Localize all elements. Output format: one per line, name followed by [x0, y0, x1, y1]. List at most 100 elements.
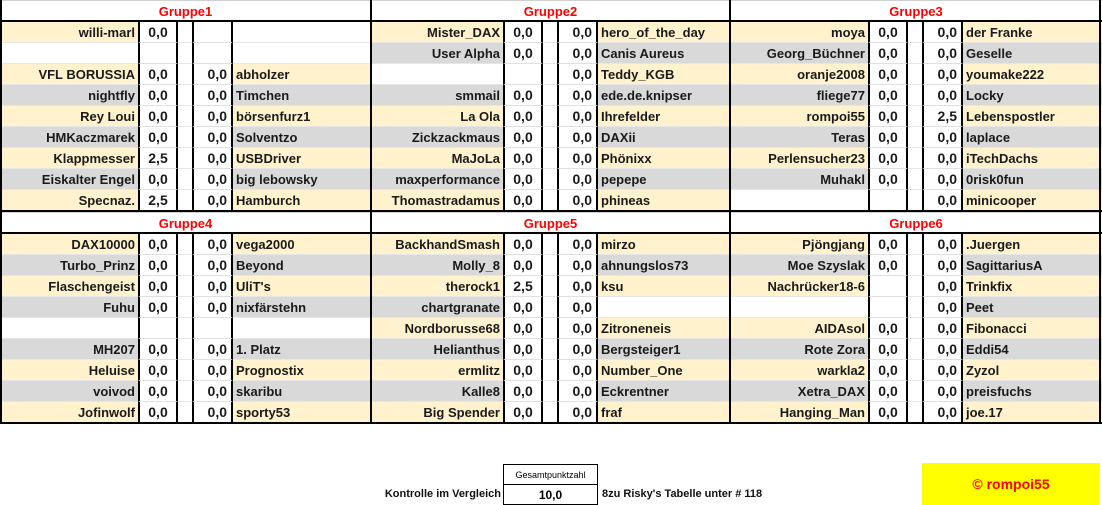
- score-right[interactable]: 0,0: [192, 169, 233, 190]
- score-left[interactable]: 0,0: [138, 276, 178, 297]
- score-right[interactable]: 0,0: [922, 127, 963, 148]
- score-right[interactable]: 0,0: [922, 360, 963, 381]
- score-right[interactable]: 0,0: [557, 22, 598, 43]
- score-left[interactable]: 0,0: [503, 297, 543, 318]
- score-right[interactable]: 0,0: [557, 297, 598, 318]
- score-left[interactable]: 0,0: [503, 402, 543, 423]
- score-right[interactable]: 0,0: [922, 169, 963, 190]
- score-right[interactable]: 0,0: [557, 43, 598, 64]
- score-left[interactable]: 0,0: [868, 169, 908, 190]
- score-right[interactable]: 0,0: [192, 360, 233, 381]
- score-left[interactable]: 0,0: [868, 85, 908, 106]
- score-left[interactable]: 0,0: [868, 381, 908, 402]
- score-left[interactable]: 0,0: [138, 255, 178, 276]
- score-right[interactable]: 0,0: [192, 381, 233, 402]
- score-left[interactable]: 0,0: [138, 381, 178, 402]
- score-right[interactable]: 0,0: [192, 190, 233, 211]
- total-value[interactable]: 10,0: [503, 484, 598, 505]
- score-left[interactable]: [868, 190, 908, 211]
- score-left[interactable]: 0,0: [868, 318, 908, 339]
- score-right[interactable]: 0,0: [922, 64, 963, 85]
- score-left[interactable]: 0,0: [503, 190, 543, 211]
- score-left[interactable]: 0,0: [503, 106, 543, 127]
- score-right[interactable]: 0,0: [557, 148, 598, 169]
- score-left[interactable]: 0,0: [868, 402, 908, 423]
- score-right[interactable]: 0,0: [922, 234, 963, 255]
- score-right[interactable]: 0,0: [922, 402, 963, 423]
- score-right[interactable]: 0,0: [557, 169, 598, 190]
- score-left[interactable]: 0,0: [503, 127, 543, 148]
- score-right[interactable]: 0,0: [922, 85, 963, 106]
- score-left[interactable]: 0,0: [138, 169, 178, 190]
- score-right[interactable]: 0,0: [557, 190, 598, 211]
- score-right[interactable]: 0,0: [192, 148, 233, 169]
- score-right[interactable]: 0,0: [557, 381, 598, 402]
- score-left[interactable]: 0,0: [138, 85, 178, 106]
- score-left[interactable]: 0,0: [868, 43, 908, 64]
- score-left[interactable]: [503, 64, 543, 85]
- score-left[interactable]: 0,0: [868, 127, 908, 148]
- score-left[interactable]: 0,0: [503, 43, 543, 64]
- score-left[interactable]: 2,5: [503, 276, 543, 297]
- score-left[interactable]: 0,0: [503, 255, 543, 276]
- score-left[interactable]: 0,0: [138, 64, 178, 85]
- score-right[interactable]: 0,0: [192, 234, 233, 255]
- score-right[interactable]: 0,0: [922, 255, 963, 276]
- score-right[interactable]: 0,0: [192, 64, 233, 85]
- score-left[interactable]: 0,0: [503, 85, 543, 106]
- score-right[interactable]: 0,0: [557, 127, 598, 148]
- score-right[interactable]: 0,0: [922, 318, 963, 339]
- score-left[interactable]: 2,5: [138, 148, 178, 169]
- score-right[interactable]: 2,5: [922, 106, 963, 127]
- score-right[interactable]: [192, 22, 233, 43]
- score-left[interactable]: [138, 43, 178, 64]
- score-left[interactable]: 0,0: [503, 234, 543, 255]
- score-right[interactable]: 0,0: [557, 85, 598, 106]
- score-left[interactable]: 0,0: [503, 360, 543, 381]
- score-left[interactable]: 0,0: [503, 148, 543, 169]
- score-left[interactable]: [868, 276, 908, 297]
- score-right[interactable]: 0,0: [557, 339, 598, 360]
- score-left[interactable]: 0,0: [868, 234, 908, 255]
- score-left[interactable]: 0,0: [138, 339, 178, 360]
- score-left[interactable]: 0,0: [503, 339, 543, 360]
- score-right[interactable]: 0,0: [557, 402, 598, 423]
- score-right[interactable]: 0,0: [557, 276, 598, 297]
- score-right[interactable]: 0,0: [192, 85, 233, 106]
- score-right[interactable]: 0,0: [557, 64, 598, 85]
- score-left[interactable]: [138, 318, 178, 339]
- score-right[interactable]: 0,0: [922, 297, 963, 318]
- score-left[interactable]: 0,0: [868, 360, 908, 381]
- score-right[interactable]: 0,0: [557, 234, 598, 255]
- score-right[interactable]: 0,0: [557, 255, 598, 276]
- score-left[interactable]: 0,0: [138, 402, 178, 423]
- score-right[interactable]: 0,0: [922, 43, 963, 64]
- score-left[interactable]: 0,0: [503, 381, 543, 402]
- score-left[interactable]: 0,0: [868, 148, 908, 169]
- score-left[interactable]: 0,0: [503, 318, 543, 339]
- score-left[interactable]: 0,0: [868, 339, 908, 360]
- score-right[interactable]: 0,0: [922, 339, 963, 360]
- score-right[interactable]: 0,0: [922, 190, 963, 211]
- score-right[interactable]: [192, 318, 233, 339]
- score-right[interactable]: 0,0: [192, 339, 233, 360]
- score-left[interactable]: 0,0: [503, 169, 543, 190]
- score-left[interactable]: 0,0: [138, 297, 178, 318]
- score-left[interactable]: 0,0: [138, 22, 178, 43]
- score-left[interactable]: 0,0: [868, 255, 908, 276]
- score-left[interactable]: 2,5: [138, 190, 178, 211]
- score-left[interactable]: 0,0: [138, 127, 178, 148]
- score-right[interactable]: 0,0: [557, 106, 598, 127]
- score-right[interactable]: 0,0: [922, 22, 963, 43]
- score-right[interactable]: 0,0: [922, 381, 963, 402]
- score-left[interactable]: 0,0: [503, 22, 543, 43]
- score-right[interactable]: 0,0: [557, 318, 598, 339]
- score-right[interactable]: 0,0: [192, 297, 233, 318]
- score-right[interactable]: 0,0: [192, 402, 233, 423]
- score-left[interactable]: 0,0: [138, 234, 178, 255]
- score-left[interactable]: 0,0: [138, 360, 178, 381]
- score-right[interactable]: 0,0: [557, 360, 598, 381]
- score-right[interactable]: [192, 43, 233, 64]
- score-left[interactable]: 0,0: [868, 64, 908, 85]
- score-right[interactable]: 0,0: [922, 276, 963, 297]
